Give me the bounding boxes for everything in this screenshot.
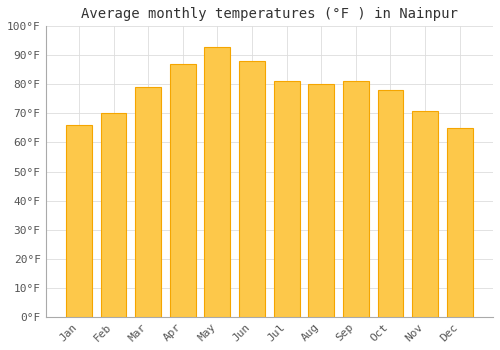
Bar bbox=[204, 47, 231, 317]
Bar bbox=[170, 64, 196, 317]
Bar bbox=[343, 82, 369, 317]
Bar bbox=[446, 128, 472, 317]
Bar bbox=[412, 111, 438, 317]
Bar bbox=[239, 61, 265, 317]
Title: Average monthly temperatures (°F ) in Nainpur: Average monthly temperatures (°F ) in Na… bbox=[81, 7, 458, 21]
Bar bbox=[378, 90, 404, 317]
Bar bbox=[66, 125, 92, 317]
Bar bbox=[274, 82, 299, 317]
Bar bbox=[308, 84, 334, 317]
Bar bbox=[100, 113, 126, 317]
Bar bbox=[135, 87, 161, 317]
